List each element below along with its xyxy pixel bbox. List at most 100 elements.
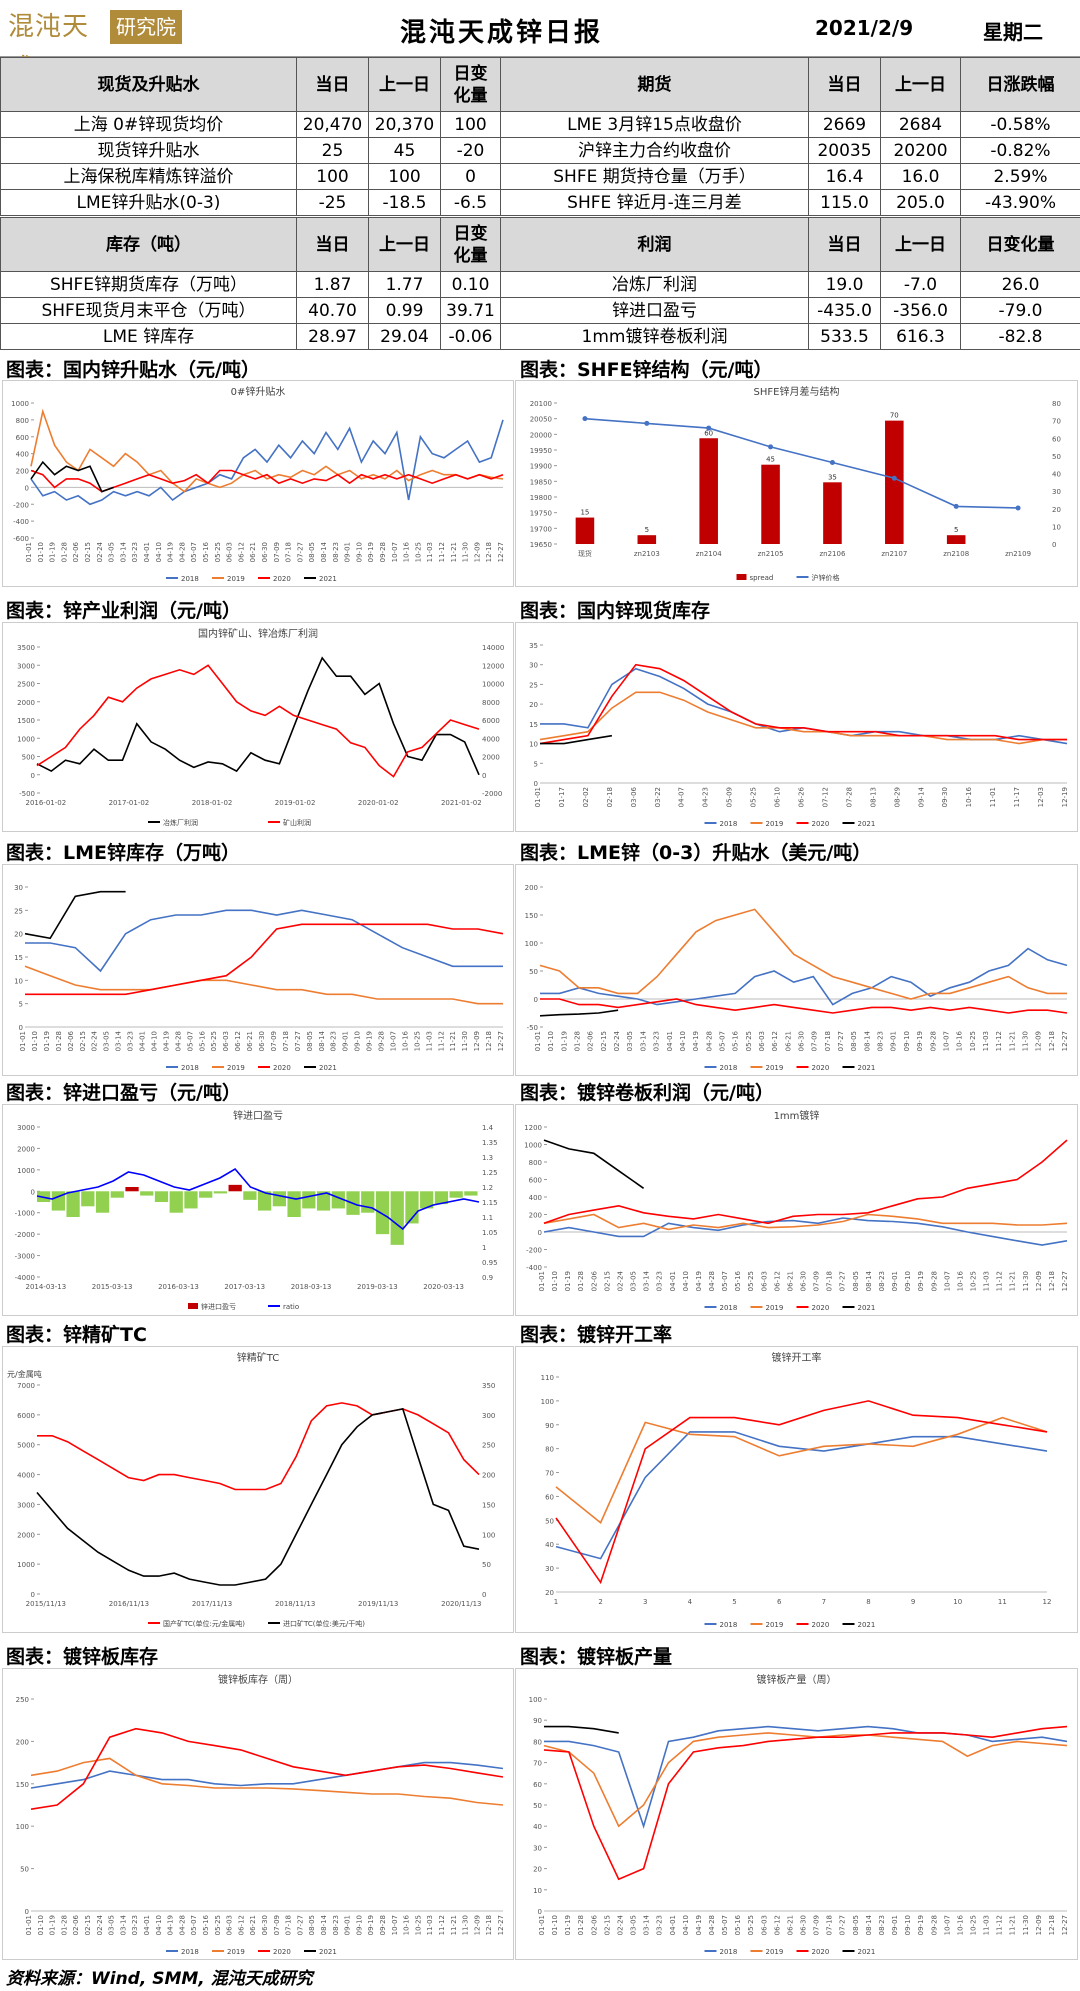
x-tick-label: 05-25 [750, 787, 758, 807]
x-tick-label: 2014-03-13 [25, 1283, 66, 1291]
y-tick-label: 250 [482, 1442, 495, 1450]
x-tick-label: 06-21 [249, 1915, 257, 1935]
legend-label: 2020 [273, 1948, 291, 1956]
legend-label: 2020 [812, 1948, 830, 1956]
x-tick-label: 06-21 [246, 1031, 254, 1051]
y-tick-label: 2000 [17, 1145, 35, 1153]
legend-label: 2021 [858, 1064, 876, 1072]
y-tick-label: 300 [482, 1412, 495, 1420]
y-tick-label: 70 [533, 1760, 542, 1768]
table-cell: 115.0 [808, 189, 881, 216]
x-tick-label: 12-27 [497, 1915, 505, 1935]
section-title-galv-profit: 图表：镀锌卷板利润（元/吨） [520, 1082, 774, 1104]
x-tick-label: 05-07 [190, 1915, 198, 1935]
x-tick-label: 12-09 [1035, 1915, 1043, 1935]
y-tick-label: -200 [13, 501, 29, 509]
x-tick-label: 02-15 [84, 542, 92, 562]
series-line-2019 [24, 965, 503, 1005]
legend-label: 2019 [766, 1064, 784, 1072]
x-tick-label: 06-12 [237, 1915, 245, 1935]
y-tick-label: 50 [545, 1517, 554, 1525]
y-tick-label: 20100 [530, 400, 552, 408]
x-tick-label: 06-21 [786, 1271, 794, 1291]
x-tick-label: 11-17 [1013, 787, 1021, 807]
spread-bar [946, 535, 966, 544]
x-tick-label: 10-16 [403, 1914, 411, 1935]
x-tick-label: 12-09 [473, 1915, 481, 1935]
table-cell: -0.82% [960, 137, 1080, 164]
chart-panel-4: 0 5 10 15 20 25 30 35 01-01 01-17 02-02 02-18 03-06 0… [515, 622, 1078, 832]
y-tick-label: 1.2 [482, 1184, 493, 1192]
y-tick-label: 400 [16, 451, 29, 459]
x-tick-label: 12-18 [485, 1915, 493, 1935]
x-tick-label: 12-27 [1061, 1031, 1069, 1051]
x-tick-label: 07-18 [285, 1915, 293, 1935]
series-line-2021 [543, 1139, 645, 1189]
y-tick-label: 3000 [17, 1124, 35, 1132]
x-tick-label: 12-27 [497, 542, 505, 562]
pnl-bar [213, 1191, 228, 1194]
pnl-bar [66, 1191, 80, 1217]
x-tick-label: 06-30 [800, 1915, 808, 1935]
y-tick-label: 1500 [17, 717, 35, 725]
y-tick-label: 3000 [17, 1501, 35, 1509]
table-cell: 锌进口盈亏 [500, 297, 809, 324]
table-header-cell: 上一日 [368, 57, 441, 112]
x-tick-label: 02-24 [96, 541, 104, 562]
x-tick-label: 11-30 [462, 542, 470, 562]
x-tick-label: 11-03 [983, 1271, 991, 1291]
x-tick-label: 06-12 [773, 1915, 781, 1935]
x-tick-label: 2017/11/13 [192, 1600, 232, 1608]
x-tick-label: 03-14 [639, 1030, 647, 1051]
x-tick-label: 01-10 [31, 1031, 39, 1051]
x-tick-label: 10-16 [956, 1270, 964, 1291]
x-tick-label: 09-01 [891, 1915, 899, 1935]
x-tick-label: 09-10 [354, 1031, 362, 1051]
x-tick-label: 09-01 [891, 1271, 899, 1291]
table-cell: -6.5 [440, 189, 501, 216]
x-tick-label: 06-03 [760, 1915, 768, 1935]
x-tick-label: 11-21 [450, 1915, 458, 1935]
y-tick-label: 800 [529, 1159, 542, 1167]
section-title-galv-rate: 图表：镀锌开工率 [520, 1324, 673, 1346]
x-tick-label: 08-14 [865, 1270, 873, 1291]
chart-galv-stock: 镀锌板库存（周） 0 50 100 150 200 250 01-01 01-10 01-19 01… [16, 1673, 505, 1956]
series-line-2018 [30, 419, 504, 506]
x-tick-label: 10-07 [943, 1271, 951, 1291]
table-cell: -82.8 [960, 323, 1080, 350]
y-tick-label: 1.4 [482, 1124, 494, 1132]
legend-label: 2018 [181, 1064, 199, 1072]
y-tick-label: 50 [20, 1866, 29, 1874]
table-cell: 205.0 [880, 189, 961, 216]
series-line-2021 [539, 1009, 619, 1017]
legend-label: 2020 [273, 1064, 291, 1072]
x-tick-label: 01-01 [538, 1271, 546, 1291]
series-line-2018 [25, 909, 503, 973]
x-tick-label: 10-16 [403, 541, 411, 562]
x-tick-label: 06-30 [261, 542, 269, 562]
legend-label: ratio [283, 1303, 299, 1311]
x-tick-label: 10 [953, 1598, 962, 1606]
table-header-cell: 期货 [500, 57, 809, 112]
y-tick-label: -2000 [482, 790, 502, 798]
x-tick-label: 09-01 [344, 1915, 352, 1935]
x-tick-label: 2017-03-13 [224, 1283, 265, 1291]
y-tick-label: 2000 [482, 754, 500, 762]
x-tick-label: 03-23 [656, 1271, 664, 1291]
chart-lme-stock: 0 5 10 15 20 25 30 01-01 01-10 01-19 01-28 02-06 02-… [14, 884, 505, 1072]
x-tick-label: 2020-03-13 [423, 1283, 464, 1291]
x-tick-label: 07-09 [273, 1915, 281, 1935]
x-tick-label: 11-12 [996, 1915, 1004, 1935]
series-line [36, 1407, 480, 1586]
y-tick-label: 100 [482, 1531, 495, 1539]
legend-label: 2020 [812, 1621, 830, 1629]
y-tick-label: 150 [525, 912, 538, 920]
x-tick-label: zn2108 [943, 550, 969, 558]
y-tick-label: 0 [25, 1908, 29, 1916]
y-tick-label: 14000 [482, 644, 504, 652]
x-tick-label: 10-07 [389, 1031, 397, 1051]
chart-panel-5: 0 5 10 15 20 25 30 01-01 01-10 01-19 01-28 02-06 02-… [2, 864, 514, 1076]
y-tick-label: 15 [14, 954, 23, 962]
table-row: LME 锌库存 28.97 29.04 -0.06 1mm镀锌卷板利润 533.5 616.… [0, 323, 1080, 350]
x-tick-label: 08-05 [306, 1031, 314, 1051]
